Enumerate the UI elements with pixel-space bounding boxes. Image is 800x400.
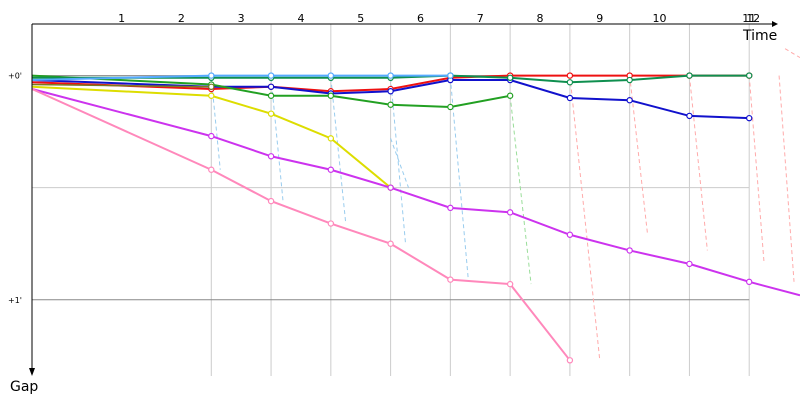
series-point	[686, 112, 693, 120]
y-tick-label: +0'	[8, 72, 22, 81]
series-point	[686, 72, 693, 79]
pit-stop-line	[688, 75, 708, 251]
series-point	[686, 260, 693, 268]
series-point	[447, 103, 454, 111]
series-point	[447, 72, 454, 79]
series-point	[387, 72, 394, 79]
series-point	[387, 240, 394, 247]
series-point	[626, 247, 633, 254]
series-point	[208, 132, 215, 140]
series-point	[506, 74, 514, 82]
series-point	[566, 357, 574, 364]
lap-label: 6	[417, 12, 424, 25]
series-point	[327, 220, 335, 227]
series-point	[267, 197, 275, 205]
series-point	[745, 114, 753, 122]
series-point	[208, 72, 215, 79]
lap-label: 3	[238, 12, 245, 25]
series-point	[327, 72, 335, 79]
pit-stop-line	[748, 75, 765, 264]
series-point	[506, 92, 514, 99]
series-line	[31, 88, 800, 297]
series-point	[387, 101, 394, 108]
lap-label: 2	[178, 12, 185, 25]
series-point	[447, 204, 454, 212]
series-point	[626, 76, 633, 84]
pit-stop-line	[509, 95, 532, 285]
series-layer	[31, 72, 800, 364]
lap-label: 1	[118, 12, 125, 25]
lap-label: 9	[596, 12, 603, 25]
series-point	[327, 92, 335, 99]
pit-stop-line	[390, 138, 409, 188]
series-point	[626, 97, 633, 104]
lap-label: 10	[653, 12, 667, 25]
series-point	[566, 72, 574, 79]
series-point	[208, 166, 215, 173]
series-point	[447, 276, 454, 283]
lap-label: 8	[537, 12, 544, 25]
y-tick-label: +1'	[8, 296, 22, 305]
series-point	[208, 92, 215, 99]
series-point	[566, 79, 574, 86]
series-point	[267, 72, 275, 79]
series-point	[387, 88, 394, 95]
pit-stop-line	[449, 77, 469, 280]
series-point	[745, 278, 753, 286]
series-point	[267, 110, 275, 117]
pit-stop-line	[569, 75, 601, 361]
series-point	[745, 72, 753, 79]
series-point	[267, 83, 275, 90]
pit-stop-line	[778, 75, 795, 282]
series-line	[31, 88, 571, 361]
pit-stop-line	[330, 77, 347, 224]
series-point	[208, 83, 215, 90]
series-point	[327, 166, 335, 173]
lap-label: 7	[477, 12, 484, 25]
series-point	[267, 153, 275, 160]
series-point	[566, 94, 574, 102]
series-point	[566, 231, 574, 238]
lap-label: 5	[357, 12, 364, 25]
x-axis-arrow	[772, 21, 778, 27]
y-axis-title: Gap	[10, 379, 38, 395]
series-point	[387, 184, 394, 191]
series-point	[327, 135, 335, 142]
x-axis-title: Time	[742, 28, 777, 44]
lap-label: 4	[297, 12, 304, 25]
series-point	[506, 280, 514, 288]
y-axis-arrow	[29, 368, 35, 376]
series-point	[506, 209, 514, 216]
series-line	[31, 83, 212, 88]
lap-label: 11	[742, 12, 756, 25]
pit-stop-line	[629, 75, 649, 235]
series-line	[31, 74, 451, 82]
pit-stop-line	[784, 48, 800, 59]
series-point	[267, 92, 275, 99]
lap-label: 12	[746, 12, 760, 25]
